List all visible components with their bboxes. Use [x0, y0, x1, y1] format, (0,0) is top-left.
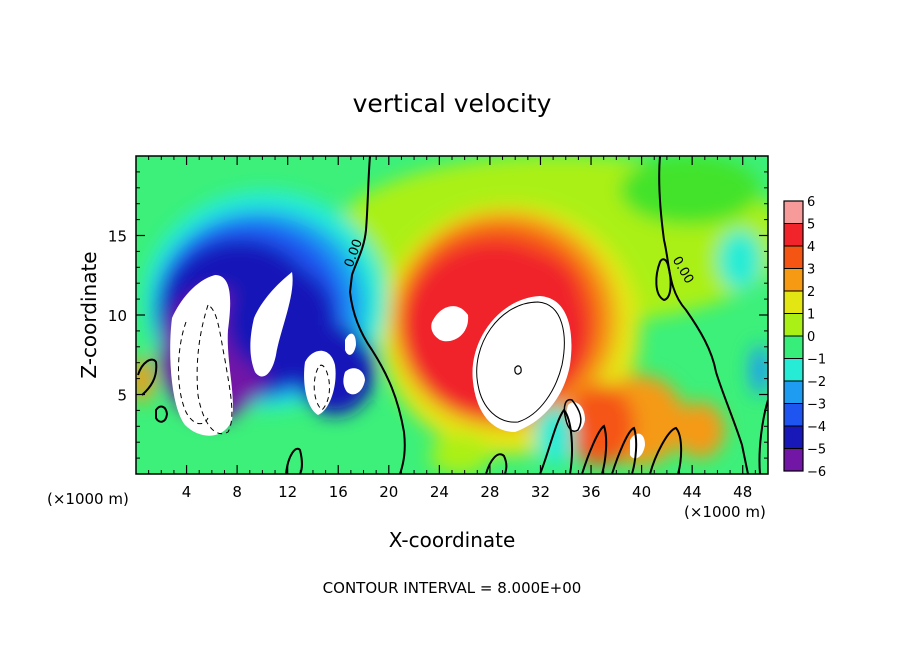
contour-line: [563, 398, 582, 432]
colorbar-swatch: [784, 448, 803, 471]
x-tick-label: 36: [581, 483, 600, 501]
field-blob: [430, 435, 490, 474]
contour-line: [476, 301, 565, 423]
colorbar-label: −4: [807, 420, 826, 435]
colorbar-swatch: [784, 223, 803, 246]
colorbar: 6 5 4 3 2 1 0 −1 −2 −3 −4 −5 −6: [783, 195, 826, 480]
y-tick-label: 10: [108, 307, 127, 325]
colorbar-label: 3: [807, 263, 815, 278]
contour-line: [155, 405, 169, 423]
contour-line: [196, 304, 233, 435]
x-tick-label: 12: [278, 483, 297, 501]
x-axis-label: X-coordinate: [389, 528, 516, 552]
contour-interval-note: CONTOUR INTERVAL = 8.000E+00: [323, 579, 582, 597]
saturated-core: [630, 433, 645, 459]
contour-line: [285, 447, 303, 474]
heatmap-field: [136, 156, 768, 474]
contour-line: [137, 358, 158, 396]
colorbar-swatch: [784, 336, 803, 359]
contour-line: [658, 156, 749, 474]
y-tick-label: 15: [108, 228, 127, 246]
x-tick-label: 48: [733, 483, 752, 501]
saturated-core: [250, 272, 293, 377]
colorbar-label: −5: [807, 443, 826, 458]
field-blob: [718, 230, 762, 290]
saturated-core: [345, 333, 356, 355]
x-tick-label: 28: [480, 483, 499, 501]
colorbar-swatch: [784, 381, 803, 404]
x-tick-label: 24: [430, 483, 449, 501]
saturated-core: [343, 368, 365, 395]
saturated-core: [170, 275, 233, 436]
colorbar-swatch: [784, 358, 803, 381]
contour-line: [758, 399, 768, 474]
contour-line: [485, 453, 508, 474]
colorbar-label: −3: [807, 398, 826, 413]
x-unit-left: (×1000 m): [47, 490, 129, 508]
colorbar-swatch: [784, 201, 803, 224]
colorbar-swatch: [784, 313, 803, 336]
x-axis: 4 8 12 16 20 24 28 32 36 40 44 48: [148, 156, 756, 501]
contour-line: [178, 321, 209, 425]
x-tick-label: 8: [232, 483, 242, 501]
colorbar-swatch: [784, 268, 803, 291]
contour-line: [514, 365, 522, 375]
colorbar-label: 2: [807, 285, 815, 300]
colorbar-swatch: [784, 403, 803, 426]
colorbar-label: 0: [807, 330, 815, 345]
y-tick-label: 5: [117, 387, 127, 405]
x-tick-label: 20: [379, 483, 398, 501]
x-unit-right: (×1000 m): [684, 503, 766, 521]
colorbar-label: 1: [807, 308, 815, 323]
colorbar-label: 6: [807, 195, 815, 210]
colorbar-swatch: [784, 246, 803, 269]
colorbar-swatch: [784, 426, 803, 449]
field-blob: [136, 358, 154, 402]
x-tick-label: 44: [683, 483, 702, 501]
y-axis: 5 10 15: [108, 171, 768, 459]
colorbar-label: 5: [807, 218, 815, 233]
saturated-core: [472, 296, 572, 432]
colorbar-label: −2: [807, 375, 826, 390]
contour-line: [611, 426, 638, 474]
colorbar-label: 4: [807, 240, 815, 255]
contour-line: [313, 364, 330, 411]
contour-line: [581, 424, 608, 474]
y-axis-label: Z-coordinate: [77, 251, 101, 378]
colorbar-label: −6: [807, 465, 826, 480]
colorbar-label: −1: [807, 353, 826, 368]
contour-line: [649, 426, 683, 474]
field-blob: [565, 385, 635, 465]
saturated-core: [431, 306, 469, 342]
field-blob: [535, 405, 575, 465]
x-tick-label: 32: [531, 483, 550, 501]
x-tick-label: 40: [632, 483, 651, 501]
colorbar-swatch: [784, 291, 803, 314]
contour-line: [348, 156, 406, 474]
field-blob: [750, 345, 768, 395]
field-blob: [620, 156, 760, 225]
x-tick-label: 16: [329, 483, 348, 501]
x-tick-label: 4: [182, 483, 192, 501]
field-blob: [675, 402, 725, 458]
chart-title: vertical velocity: [353, 89, 552, 118]
contour-line: [655, 258, 672, 302]
